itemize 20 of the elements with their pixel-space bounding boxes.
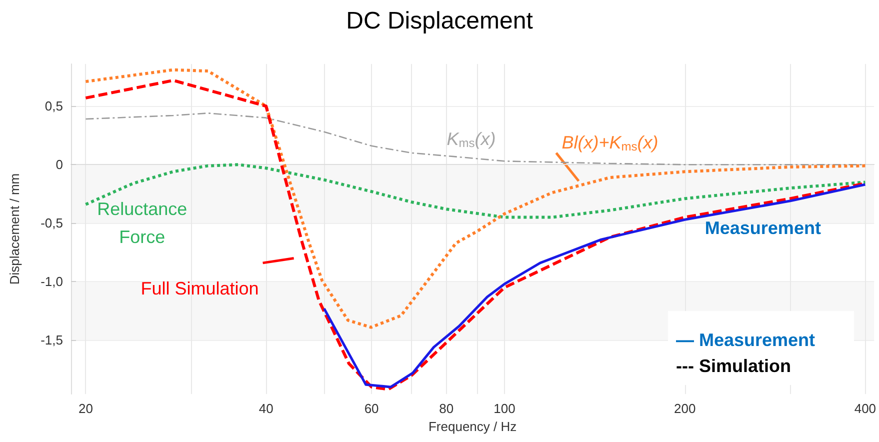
annotation: — Measurement [676, 330, 816, 350]
series-label: Reluctance Force [97, 199, 188, 248]
x-tick-label: 200 [674, 401, 696, 416]
x-tick-label: 100 [494, 401, 516, 416]
y-tick-label: -0,5 [40, 216, 63, 231]
y-tick-label: -1,5 [40, 332, 63, 348]
y-axis-title: Displacement / mm [7, 173, 22, 285]
x-tick-label: 20 [78, 401, 93, 416]
text: Full Simulation [140, 278, 259, 299]
x-tick-label: 80 [439, 401, 454, 416]
x-tick-label: 60 [364, 401, 379, 416]
x-axis-title: Frequency / Hz [428, 419, 517, 434]
y-tick-label: 0,5 [44, 98, 63, 114]
x-tick-label: 40 [258, 401, 274, 416]
series-label: Measurement [704, 218, 821, 238]
x-tick-label: 400 [854, 401, 876, 416]
y-tick-label: -1,0 [40, 274, 63, 290]
annotation: --- Simulation [676, 356, 791, 376]
y-tick-label: 0 [56, 157, 63, 172]
chart-title: DC Displacement [346, 8, 534, 34]
